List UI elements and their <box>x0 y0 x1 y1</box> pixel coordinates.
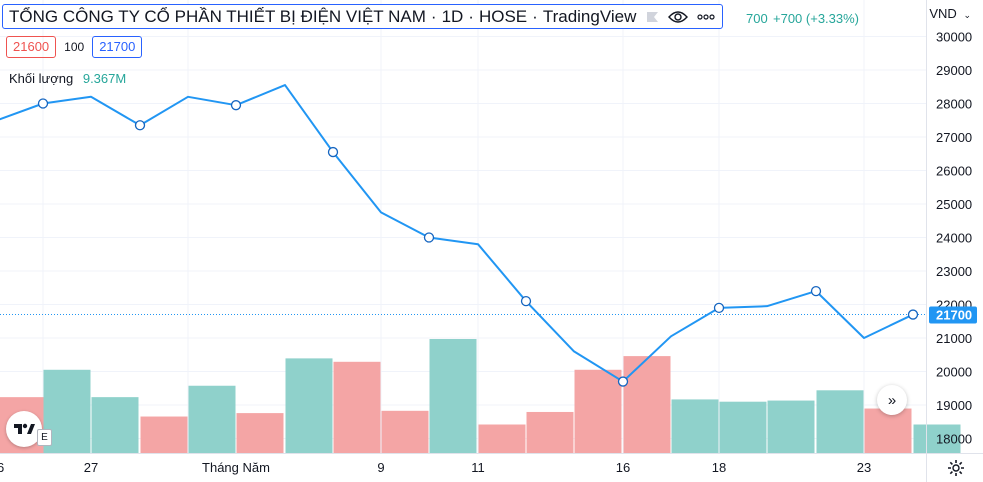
volume-bar <box>188 385 236 453</box>
y-tick-label: 29000 <box>936 63 972 78</box>
x-tick-label: 27 <box>84 460 98 475</box>
volume-bar <box>719 401 767 453</box>
legend-dot: · <box>430 6 437 26</box>
symbol-title: TỔNG CÔNG TY CỔ PHẦN THIẾT BỊ ĐIỆN VIỆT … <box>9 6 426 26</box>
y-tick-label: 19000 <box>936 398 972 413</box>
price-point-marker <box>423 232 435 243</box>
y-tick-label: 27000 <box>936 130 972 145</box>
scroll-to-realtime-button[interactable]: » <box>877 385 907 415</box>
price-point-marker <box>810 285 822 297</box>
volume-bar <box>381 410 429 453</box>
x-tick-label: 9 <box>377 460 384 475</box>
open-price-chip[interactable]: 21600 <box>6 36 57 58</box>
ohlc-row: 21600 100 21700 <box>6 36 143 58</box>
exchange-label: HOSE <box>478 6 528 26</box>
earnings-e-icon[interactable]: E <box>37 429 52 446</box>
volume-bar <box>913 424 961 453</box>
volume-bar <box>91 397 139 453</box>
price-series-line <box>0 84 914 383</box>
price-line-layer <box>0 84 926 387</box>
legend-dot: · <box>468 6 474 26</box>
volume-bar <box>864 408 912 453</box>
price-point-marker <box>520 295 532 307</box>
price-point-marker <box>134 120 146 131</box>
volume-bar <box>623 356 671 453</box>
currency-label: VND <box>929 6 957 21</box>
flag-icon[interactable] <box>644 10 660 24</box>
volume-bar <box>236 413 284 453</box>
volume-legend: Khối lượng 9.367M <box>9 71 126 86</box>
volume-layer <box>0 339 961 453</box>
price-point-marker <box>907 309 919 320</box>
price-point-marker <box>713 302 725 314</box>
volume-bar <box>478 424 526 453</box>
currency-selector[interactable]: VND ⌄ <box>929 6 971 21</box>
price-point-marker <box>327 146 339 158</box>
price-change-partial: 700 <box>746 11 768 26</box>
legend-dot: · <box>532 6 538 26</box>
price-point-marker <box>37 98 49 109</box>
volume-bar <box>140 416 188 453</box>
close-price-chip[interactable]: 21700 <box>92 36 143 58</box>
y-tick-label: 23000 <box>936 264 972 279</box>
price-change: +700 (+3.33%) <box>773 11 860 26</box>
y-tick-label: 24000 <box>936 231 972 246</box>
volume-value: 9.367M <box>82 71 127 86</box>
volume-bar <box>429 339 477 453</box>
provider-label: TradingView <box>542 6 637 26</box>
y-tick-label: 30000 <box>936 30 972 45</box>
x-tick-label: 18 <box>712 460 726 475</box>
last-price-tag <box>929 306 977 324</box>
settings-gear-icon[interactable] <box>945 457 967 479</box>
last-price-label: 21700 <box>936 308 972 323</box>
price-point-marker <box>230 100 242 111</box>
double-chevron-right-icon: » <box>887 391 897 409</box>
x-tick-label: 11 <box>471 460 485 475</box>
x-tick-label: 23 <box>857 460 871 475</box>
volume-bar <box>574 369 622 453</box>
volume-bar <box>333 361 381 453</box>
volume-bar <box>816 390 864 453</box>
tradingview-logo-icon[interactable] <box>6 411 42 447</box>
volume-label: Khối lượng <box>9 71 74 86</box>
y-tick-label: 25000 <box>936 197 972 212</box>
volume-bar <box>285 358 333 453</box>
eye-icon[interactable] <box>668 10 689 24</box>
y-tick-label: 18000 <box>936 432 972 447</box>
price-point-marker <box>617 376 629 387</box>
y-tick-label: 20000 <box>936 365 972 380</box>
x-tick-label: 16 <box>616 460 630 475</box>
lot-size: 100 <box>64 40 85 54</box>
x-tick-label: Tháng Năm <box>202 460 270 475</box>
y-tick-label: 26000 <box>936 164 972 179</box>
volume-bar <box>767 400 815 453</box>
chevron-down-icon: ⌄ <box>963 10 971 20</box>
interval-label: 1D <box>441 6 464 26</box>
volume-bar <box>526 411 574 453</box>
y-tick-label: 28000 <box>936 97 972 112</box>
symbol-legend[interactable]: TỔNG CÔNG TY CỔ PHẦN THIẾT BỊ ĐIỆN VIỆT … <box>2 4 724 29</box>
volume-bar <box>671 399 719 453</box>
more-icon[interactable] <box>696 10 716 24</box>
x-tick-label: 6 <box>0 460 4 475</box>
y-tick-label: 21000 <box>936 331 972 346</box>
